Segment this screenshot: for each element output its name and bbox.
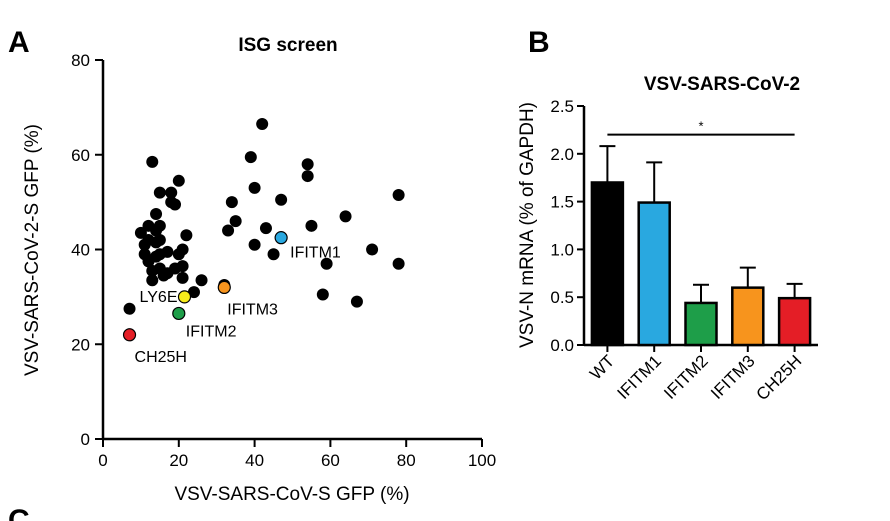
bar-category-label-ch25h: CH25H	[753, 351, 806, 404]
scatter-point	[146, 274, 159, 287]
scatter-point	[153, 234, 166, 247]
scatter-point	[195, 274, 208, 287]
scatter-point	[350, 295, 363, 308]
scatter-point	[392, 257, 405, 270]
scatter-point	[172, 174, 185, 187]
scatter-point	[320, 257, 333, 270]
scatter-point-ifitm2	[172, 306, 186, 321]
scatter-chart: ISG screen 0 20 40 60 80 100 0 20 40 60 80 IFITM1 L…	[22, 35, 496, 505]
scatter-x-tick-label: 0	[98, 451, 107, 470]
scatter-point	[301, 158, 314, 171]
scatter-point	[153, 219, 166, 232]
panel-letter-a: A	[8, 26, 30, 59]
scatter-point	[165, 186, 178, 199]
scatter-label-ifitm1: IFITM1	[290, 245, 341, 262]
scatter-point	[316, 288, 329, 301]
bar-title: VSV-SARS-CoV-2	[644, 74, 800, 95]
scatter-point	[259, 222, 272, 235]
scatter-x-tick-label: 80	[397, 451, 416, 470]
scatter-point	[146, 155, 159, 168]
scatter-point	[301, 170, 314, 183]
scatter-x-tick-label: 100	[468, 451, 496, 470]
scatter-point	[187, 286, 200, 299]
bar-y-tick-label: 1.5	[550, 193, 574, 212]
scatter-point	[150, 207, 163, 220]
scatter-point	[134, 226, 147, 239]
panel-letter-c: C	[8, 504, 30, 521]
scatter-point	[229, 215, 242, 228]
scatter-y-label: VSV-SARS-CoV-2-S GFP (%)	[22, 124, 43, 376]
bar-ifitm1	[637, 201, 671, 347]
bar-y-tick-label: 2.0	[550, 145, 574, 164]
bar-wt	[590, 181, 625, 347]
scatter-point	[256, 117, 269, 130]
scatter-point	[123, 302, 136, 315]
scatter-point	[305, 219, 318, 232]
bar-category-label-ifitm1: IFITM1	[614, 351, 666, 403]
scatter-point	[176, 271, 189, 284]
bar-y-tick-label: 1.0	[550, 240, 574, 259]
bar-y-tick-label: 0.5	[550, 288, 574, 307]
scatter-label-ly6e: LY6E	[140, 289, 178, 306]
scatter-point	[275, 193, 288, 206]
scatter-point	[248, 181, 261, 194]
scatter-point-ch25h	[122, 328, 137, 342]
scatter-point	[392, 189, 405, 202]
scatter-point	[339, 210, 352, 223]
scatter-point-ifitm1	[274, 231, 288, 245]
scatter-point	[169, 198, 182, 211]
bar-ifitm3	[731, 286, 765, 347]
scatter-y-tick-label: 80	[71, 51, 90, 70]
bar-category-label-ifitm2: IFITM2	[660, 351, 712, 403]
scatter-point	[366, 243, 379, 256]
scatter-point-ly6e	[177, 290, 192, 304]
panel-letter-b: B	[528, 26, 550, 59]
scatter-y-tick-label: 0	[81, 430, 90, 449]
scatter-label-ch25h: CH25H	[135, 349, 187, 366]
scatter-y-tick-label: 20	[71, 335, 90, 354]
bar-chart: VSV-SARS-CoV-2 0.00.51.01.52.02.5 WTIFIT…	[517, 74, 818, 404]
significance-marker: *	[698, 119, 703, 134]
scatter-point-ifitm3	[217, 280, 231, 294]
scatter-point	[222, 224, 235, 237]
scatter-point	[176, 260, 189, 273]
scatter-x-tick-label: 20	[169, 451, 188, 470]
scatter-point	[248, 238, 261, 251]
bar-ch25h	[777, 296, 812, 347]
scatter-title: ISG screen	[238, 35, 337, 56]
scatter-point	[225, 196, 238, 209]
scatter-point	[176, 243, 189, 256]
scatter-x-label: VSV-SARS-CoV-S GFP (%)	[174, 484, 409, 505]
bar-category-label-ifitm3: IFITM3	[707, 351, 759, 403]
scatter-point	[244, 151, 257, 164]
scatter-point	[267, 248, 280, 261]
bar-y-tick-label: 0.0	[550, 336, 574, 355]
bar-category-label-wt: WT	[586, 351, 618, 383]
scatter-x-tick-label: 60	[321, 451, 340, 470]
scatter-point	[161, 245, 174, 258]
scatter-label-ifitm3: IFITM3	[227, 301, 278, 318]
bar-y-tick-label: 2.5	[550, 97, 574, 116]
bar-ifitm2	[684, 301, 718, 347]
bar-y-label: VSV-N mRNA (% of GAPDH)	[517, 102, 538, 348]
scatter-y-tick-label: 40	[71, 241, 90, 260]
scatter-point	[153, 186, 166, 199]
scatter-x-tick-label: 40	[245, 451, 264, 470]
scatter-label-ifitm2: IFITM2	[186, 323, 237, 340]
scatter-point	[180, 229, 193, 242]
scatter-y-tick-label: 60	[71, 146, 90, 165]
